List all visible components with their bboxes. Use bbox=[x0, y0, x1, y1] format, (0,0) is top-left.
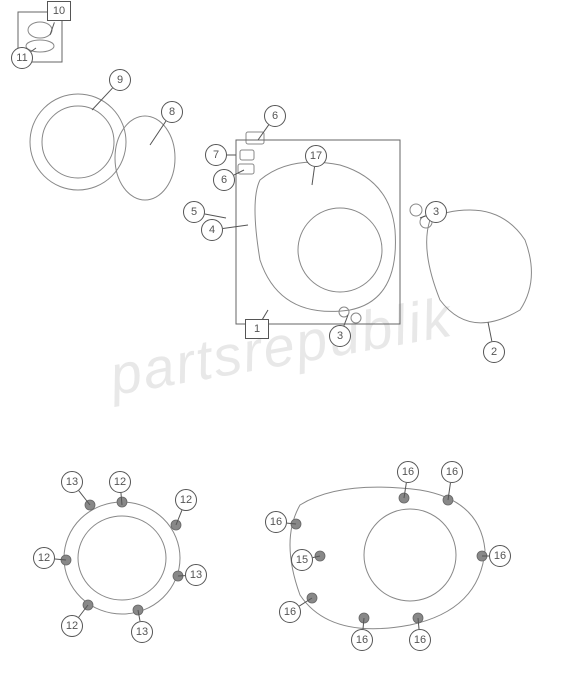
parts-illustration bbox=[0, 0, 561, 691]
callout-label: 3 bbox=[425, 201, 447, 223]
callout-label: 9 bbox=[109, 69, 131, 91]
callout-2: 2 bbox=[483, 341, 505, 363]
callout-7: 7 bbox=[205, 144, 227, 166]
callout-16: 16 bbox=[441, 461, 463, 483]
callout-13: 13 bbox=[131, 621, 153, 643]
callout-label: 15 bbox=[291, 549, 313, 571]
callout-11: 11 bbox=[11, 47, 33, 69]
callout-label: 13 bbox=[131, 621, 153, 643]
callout-17: 17 bbox=[305, 145, 327, 167]
callout-label: 13 bbox=[185, 564, 207, 586]
callout-9: 9 bbox=[109, 69, 131, 91]
callout-12: 12 bbox=[33, 547, 55, 569]
callout-label: 11 bbox=[11, 47, 33, 69]
callout-10: 10 bbox=[47, 1, 71, 21]
callout-13: 13 bbox=[185, 564, 207, 586]
callout-label: 16 bbox=[409, 629, 431, 651]
callout-12: 12 bbox=[175, 489, 197, 511]
callout-3: 3 bbox=[425, 201, 447, 223]
callout-label: 12 bbox=[33, 547, 55, 569]
callout-8: 8 bbox=[161, 101, 183, 123]
callout-label: 16 bbox=[279, 601, 301, 623]
callout-16: 16 bbox=[409, 629, 431, 651]
callout-3: 3 bbox=[329, 325, 351, 347]
callout-label: 7 bbox=[205, 144, 227, 166]
callout-label: 1 bbox=[245, 319, 269, 339]
callout-16: 16 bbox=[397, 461, 419, 483]
callout-label: 12 bbox=[109, 471, 131, 493]
callout-1: 1 bbox=[245, 319, 269, 339]
callout-label: 16 bbox=[441, 461, 463, 483]
callout-13: 13 bbox=[61, 471, 83, 493]
callout-6: 6 bbox=[264, 105, 286, 127]
callout-label: 17 bbox=[305, 145, 327, 167]
callout-label: 16 bbox=[397, 461, 419, 483]
callout-label: 16 bbox=[265, 511, 287, 533]
callout-16: 16 bbox=[265, 511, 287, 533]
callout-16: 16 bbox=[489, 545, 511, 567]
callout-label: 16 bbox=[489, 545, 511, 567]
callout-16: 16 bbox=[351, 629, 373, 651]
callout-label: 16 bbox=[351, 629, 373, 651]
callout-6: 6 bbox=[213, 169, 235, 191]
callout-label: 13 bbox=[61, 471, 83, 493]
callout-label: 8 bbox=[161, 101, 183, 123]
callout-label: 2 bbox=[483, 341, 505, 363]
callout-12: 12 bbox=[61, 615, 83, 637]
callout-15: 15 bbox=[291, 549, 313, 571]
callout-label: 3 bbox=[329, 325, 351, 347]
callout-label: 12 bbox=[61, 615, 83, 637]
callout-label: 6 bbox=[264, 105, 286, 127]
callout-label: 6 bbox=[213, 169, 235, 191]
callout-12: 12 bbox=[109, 471, 131, 493]
callout-label: 10 bbox=[47, 1, 71, 21]
callout-16: 16 bbox=[279, 601, 301, 623]
callout-4: 4 bbox=[201, 219, 223, 241]
callout-label: 12 bbox=[175, 489, 197, 511]
callout-label: 4 bbox=[201, 219, 223, 241]
